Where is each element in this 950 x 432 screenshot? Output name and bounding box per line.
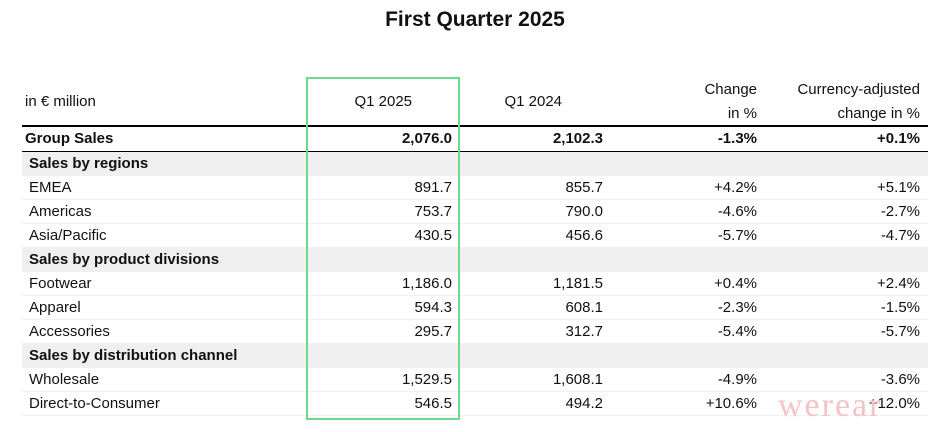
highlight-frame xyxy=(306,77,460,420)
cell-value: 855.7 xyxy=(565,179,603,196)
cell-value: 312.7 xyxy=(565,323,603,340)
cell-value: 1,181.5 xyxy=(552,275,603,292)
cell-value: +12.0% xyxy=(868,395,920,412)
cell-value: +5.1% xyxy=(877,179,920,196)
cell-value: 1,529.5 xyxy=(401,371,452,388)
row-divider xyxy=(22,199,928,200)
cell-value: 430.5 xyxy=(414,227,452,244)
cell-value: -4.9% xyxy=(717,371,757,388)
section-band xyxy=(22,248,928,272)
section-band xyxy=(22,152,928,176)
cell-value: +2.4% xyxy=(877,275,920,292)
column-header: Change xyxy=(704,81,757,98)
row-label: Asia/Pacific xyxy=(29,227,107,244)
row-label: Wholesale xyxy=(29,371,100,388)
column-header: Currency-adjusted xyxy=(797,81,920,98)
cell-value: -5.7% xyxy=(880,323,920,340)
row-divider xyxy=(22,343,928,344)
section-title: Sales by regions xyxy=(29,155,149,172)
cell-value: 494.2 xyxy=(565,395,603,412)
row-divider xyxy=(22,319,928,320)
cell-value: 2,076.0 xyxy=(401,130,452,147)
cell-value: 790.0 xyxy=(565,203,603,220)
row-label: Americas xyxy=(29,203,92,220)
cell-value: 546.5 xyxy=(414,395,452,412)
cell-value: -4.7% xyxy=(880,227,920,244)
cell-value: 891.7 xyxy=(414,179,452,196)
row-label: EMEA xyxy=(29,179,72,196)
cell-value: -2.7% xyxy=(880,203,920,220)
column-header: change in % xyxy=(837,105,920,122)
row-label: Direct-to-Consumer xyxy=(29,395,160,412)
unit-label: in € million xyxy=(25,93,96,110)
cell-value: 608.1 xyxy=(565,299,603,316)
watermark: werear xyxy=(778,387,883,424)
cell-value: 2,102.3 xyxy=(552,130,603,147)
cell-value: -2.3% xyxy=(717,299,757,316)
row-divider xyxy=(22,391,928,392)
row-divider xyxy=(22,295,928,296)
row-label: Apparel xyxy=(29,299,81,316)
cell-value: 753.7 xyxy=(414,203,452,220)
row-divider xyxy=(22,247,928,248)
cell-value: -1.5% xyxy=(880,299,920,316)
section-title: Sales by distribution channel xyxy=(29,347,238,364)
row-divider xyxy=(22,415,928,416)
cell-value: -3.6% xyxy=(880,371,920,388)
page-title: First Quarter 2025 xyxy=(385,8,565,31)
cell-value: 1,186.0 xyxy=(401,275,452,292)
total-rule xyxy=(22,151,928,152)
cell-value: +0.4% xyxy=(714,275,757,292)
row-label: Footwear xyxy=(29,275,92,292)
cell-value: +4.2% xyxy=(714,179,757,196)
column-header: Q1 2024 xyxy=(504,93,562,110)
section-title: Sales by product divisions xyxy=(29,251,220,268)
cell-value: -1.3% xyxy=(717,130,757,147)
header-rule xyxy=(22,125,928,127)
cell-value: 456.6 xyxy=(565,227,603,244)
row-divider xyxy=(22,223,928,224)
cell-value: -4.6% xyxy=(717,203,757,220)
section-band xyxy=(22,344,928,368)
row-label: Group Sales xyxy=(25,130,114,147)
row-label: Accessories xyxy=(29,323,110,340)
column-header: in % xyxy=(727,105,757,122)
cell-value: 295.7 xyxy=(414,323,452,340)
cell-value: +0.1% xyxy=(877,130,920,147)
column-header: Q1 2025 xyxy=(354,93,412,110)
cell-value: 594.3 xyxy=(414,299,452,316)
cell-value: -5.4% xyxy=(717,323,757,340)
cell-value: +10.6% xyxy=(705,395,757,412)
cell-value: 1,608.1 xyxy=(552,371,603,388)
cell-value: -5.7% xyxy=(717,227,757,244)
